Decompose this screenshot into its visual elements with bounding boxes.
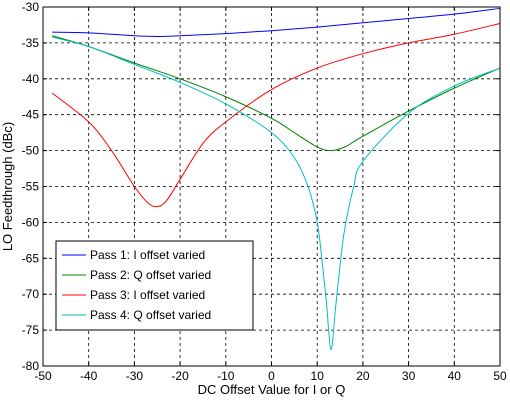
y-axis-label: LO Feedthrough (dBc) (0, 122, 15, 251)
legend-entry-1: Pass 1: I offset varied (90, 248, 205, 262)
series-line-3 (51, 23, 501, 208)
x-tick-label: -30 (126, 369, 144, 383)
x-tick-label: 20 (356, 369, 370, 383)
x-tick-label: 0 (268, 369, 275, 383)
series-line-1 (52, 7, 501, 37)
legend-entry-3: Pass 3: I offset varied (90, 288, 205, 302)
y-tick-label: -35 (22, 36, 40, 50)
series-layer (51, 7, 501, 350)
legend-entry-2: Pass 2: Q offset varied (90, 268, 211, 282)
legend: Pass 1: I offset varied Pass 2: Q offset … (55, 240, 254, 331)
x-tick-label: 40 (448, 369, 462, 383)
x-tick-label: -50 (34, 369, 52, 383)
x-tick-label: -20 (171, 369, 189, 383)
x-tick-label: 50 (493, 369, 507, 383)
y-tick-label: -65 (22, 251, 40, 265)
y-tick-label: -50 (22, 144, 40, 158)
series-line-4 (52, 36, 501, 350)
legend-entry-4: Pass 4: Q offset varied (90, 308, 211, 322)
y-tick-label: -70 (22, 287, 40, 301)
y-tick-label: -40 (22, 72, 40, 86)
series-line-2 (51, 35, 501, 152)
y-tick-label: -45 (22, 108, 40, 122)
y-tick-label: -55 (22, 180, 40, 194)
x-axis-label: DC Offset Value for I or Q (198, 382, 346, 397)
x-tick-label: -10 (217, 369, 235, 383)
legend-box (55, 240, 254, 331)
x-tick-label: 30 (402, 369, 416, 383)
y-tick-label: -80 (22, 359, 40, 373)
y-axis: -80 -75 -70 -65 -60 -55 -50 -45 -40 -35 -30 (22, 0, 500, 373)
y-tick-label: -30 (22, 0, 40, 14)
y-tick-label: -60 (22, 215, 40, 229)
y-tick-label: -75 (22, 323, 40, 337)
x-tick-label: -40 (80, 369, 98, 383)
x-tick-label: 10 (311, 369, 325, 383)
grid (43, 7, 500, 366)
x-axis: -50 -40 -30 -20 -10 0 10 20 30 40 50 (34, 7, 507, 383)
